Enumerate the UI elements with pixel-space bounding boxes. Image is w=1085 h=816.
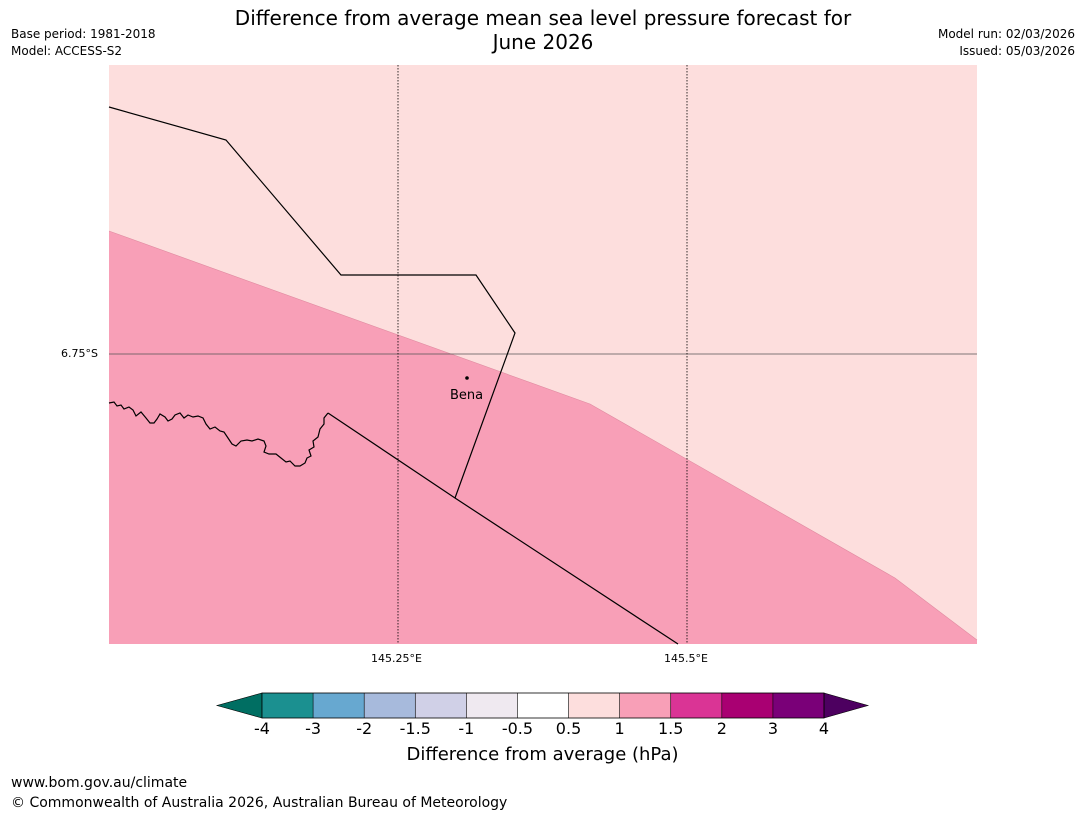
colorbar-tick-label: 1 bbox=[614, 719, 625, 738]
model-run-text: Model run: 02/03/2026 bbox=[937, 27, 1075, 41]
model-text: Model: ACCESS-S2 bbox=[11, 44, 123, 58]
colorbar-label: Difference from average (hPa) bbox=[406, 744, 679, 765]
longitude-label-145-5: 145.5°E bbox=[664, 652, 708, 665]
colorbar-tick-label: -1.5 bbox=[399, 719, 431, 738]
issued-text: Issued: 05/03/2026 bbox=[959, 44, 1075, 58]
colorbar-swatch bbox=[772, 693, 824, 718]
colorbar-tick-label: -3 bbox=[305, 719, 322, 738]
place-marker-bena bbox=[465, 376, 469, 380]
footer-copyright: © Commonwealth of Australia 2026, Austra… bbox=[11, 795, 508, 811]
colorbar-outline bbox=[261, 692, 825, 719]
footer-website: www.bom.gov.au/climate bbox=[11, 775, 188, 791]
latitude-label: 6.75°S bbox=[61, 347, 98, 360]
colorbar-tick-label: 4 bbox=[818, 719, 830, 738]
colorbar-tick-label: -1 bbox=[458, 719, 475, 738]
colorbar-swatch bbox=[364, 693, 416, 718]
colorbar-tick-label: 2 bbox=[716, 719, 727, 738]
district-boundary-north bbox=[108, 106, 516, 499]
colorbar-extend-low bbox=[215, 692, 263, 719]
colorbar bbox=[215, 692, 870, 719]
title-line-2: June 2026 bbox=[492, 30, 594, 54]
place-label-bena: Bena bbox=[450, 388, 484, 403]
colorbar-tick-label: 1.5 bbox=[657, 719, 684, 738]
pressure-band-1-to-1-5 bbox=[109, 231, 977, 644]
colorbar-swatch bbox=[313, 693, 365, 718]
colorbar-tick-label: -4 bbox=[254, 719, 270, 738]
colorbar-tick-label: 3 bbox=[767, 719, 778, 738]
colorbar-swatch bbox=[721, 693, 773, 718]
colorbar-swatch bbox=[670, 693, 722, 718]
map-area bbox=[108, 65, 978, 645]
colorbar-tick-label: -0.5 bbox=[501, 719, 534, 738]
page-title: Difference from average mean sea level p… bbox=[200, 6, 886, 54]
base-period-info: Base period: 1981-2018 Model: ACCESS-S2 bbox=[11, 26, 156, 60]
colorbar-extend-high bbox=[823, 692, 870, 719]
model-run-info: Model run: 02/03/2026 Issued: 05/03/2026 bbox=[938, 26, 1075, 60]
longitude-label-145-25: 145.25°E bbox=[371, 652, 422, 665]
district-boundary-south bbox=[327, 412, 679, 645]
colorbar-swatch bbox=[415, 693, 467, 718]
colorbar-swatch bbox=[262, 693, 314, 718]
base-period-text: Base period: 1981-2018 bbox=[11, 27, 156, 41]
colorbar-swatch bbox=[466, 693, 518, 718]
title-line-1: Difference from average mean sea level p… bbox=[234, 6, 852, 30]
colorbar-swatch bbox=[568, 693, 620, 718]
band-contour-line bbox=[108, 230, 978, 641]
colorbar-tick-label: 0.5 bbox=[555, 719, 582, 738]
river-boundary bbox=[108, 401, 329, 467]
colorbar-swatch bbox=[619, 693, 671, 718]
colorbar-swatch bbox=[517, 693, 569, 718]
colorbar-tick-label: -2 bbox=[356, 719, 373, 738]
